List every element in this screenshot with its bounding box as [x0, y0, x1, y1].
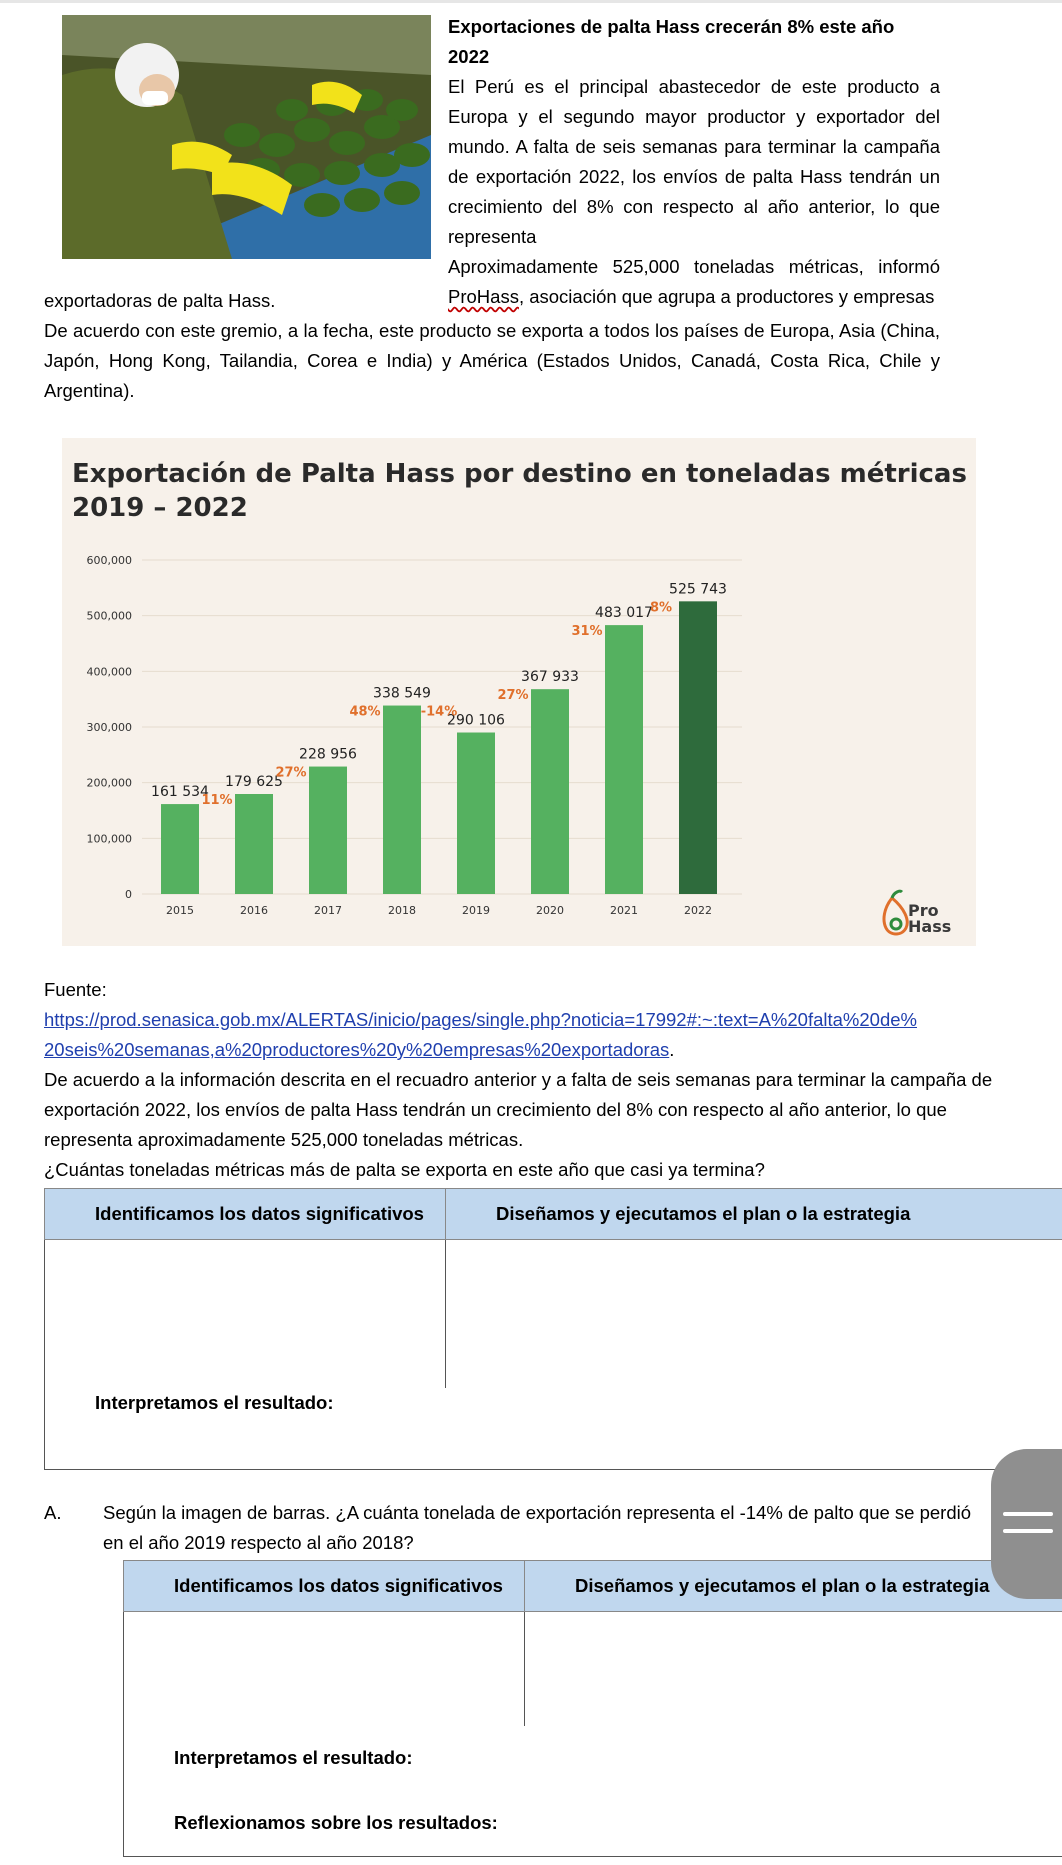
chart-x-axis: 2015 2016 2017 2018 2019 2020 2021 2022	[166, 904, 712, 917]
table2-result-row[interactable]: Interpretamos el resultado:	[123, 1726, 1062, 1790]
bar-value-label: 483 017	[595, 605, 653, 621]
source-url-line-1: https://prod.senasica.gob.mx/ALERTAS/ini…	[44, 1005, 1004, 1035]
bar-value-label: 228 956	[299, 747, 357, 763]
article-approx-line: Aproximadamente 525,000 toneladas métric…	[448, 252, 940, 312]
bar-value-label: 290 106	[447, 713, 505, 729]
table1-result-label: Interpretamos el resultado:	[95, 1392, 334, 1413]
side-drawer-handle[interactable]	[991, 1449, 1062, 1599]
growth-label: -14%	[421, 705, 458, 720]
source-link-2[interactable]: 20seis%20semanas,a%20productores%20y%20e…	[44, 1039, 670, 1060]
bar-2015	[161, 804, 199, 894]
y-tick-label: 400,000	[87, 665, 133, 678]
table2-data-cell[interactable]	[123, 1611, 525, 1726]
approx-text-end: , asociación que agrupa a productores y …	[518, 286, 935, 307]
question-a-letter: A.	[44, 1502, 62, 1523]
bar-value-label: 338 549	[373, 686, 431, 702]
table1-result-space[interactable]	[44, 1437, 1062, 1470]
source-label: Fuente:	[44, 979, 107, 1000]
table1-plan-cell[interactable]	[446, 1240, 1062, 1389]
chart-svg: Exportación de Palta Hass por destino en…	[72, 459, 967, 936]
handle-bar-bottom	[1003, 1529, 1053, 1533]
bar-2019	[457, 732, 495, 894]
x-tick-label: 2017	[314, 904, 342, 917]
table1-header-col1-label: Identificamos los datos significativos	[95, 1203, 424, 1224]
source-section: Fuente: https://prod.senasica.gob.mx/ALE…	[44, 975, 1004, 1185]
growth-label: 27%	[497, 688, 528, 703]
y-tick-label: 100,000	[87, 832, 133, 845]
avocado-photo	[62, 15, 431, 259]
article-header: Exportaciones de palta Hass crecerán 8% …	[448, 12, 940, 312]
prohass-logo-hass: Hass	[908, 917, 951, 936]
article-intro: El Perú es el principal abastecedor de e…	[448, 76, 940, 247]
y-tick-label: 600,000	[87, 554, 133, 567]
approx-text-start: Aproximadamente 525,000 toneladas métric…	[448, 256, 940, 277]
growth-label: 27%	[275, 766, 306, 781]
bar-2018	[383, 705, 421, 894]
x-tick-label: 2021	[610, 904, 638, 917]
question-a-text: Según la imagen de barras. ¿A cuánta ton…	[103, 1502, 972, 1553]
x-tick-label: 2019	[462, 904, 490, 917]
table2-reflect-row[interactable]: Reflexionamos sobre los resultados:	[123, 1790, 1062, 1857]
table2-header-col2-label: Diseñamos y ejecutamos el plan o la estr…	[575, 1575, 990, 1596]
export-bar-chart: Exportación de Palta Hass por destino en…	[62, 438, 976, 946]
x-tick-label: 2016	[240, 904, 268, 917]
table2-header-col1: Identificamos los datos significativos	[123, 1560, 525, 1612]
article-continuation-line: exportadoras de palta Hass.	[44, 290, 276, 311]
table2-reflect-label: Reflexionamos sobre los resultados:	[174, 1812, 498, 1833]
growth-label: 48%	[349, 705, 380, 720]
source-url-suffix: .	[669, 1039, 675, 1060]
growth-label: 31%	[571, 624, 602, 639]
table2-header-col2: Diseñamos y ejecutamos el plan o la estr…	[524, 1560, 1062, 1612]
table1-header-col2-label: Diseñamos y ejecutamos el plan o la estr…	[496, 1203, 911, 1224]
x-tick-label: 2022	[684, 904, 712, 917]
chart-title: Exportación de Palta Hass por destino en…	[72, 459, 967, 489]
growth-label: 8%	[650, 600, 672, 615]
table1-header-col2: Diseñamos y ejecutamos el plan o la estr…	[445, 1188, 1062, 1240]
source-link-1[interactable]: https://prod.senasica.gob.mx/ALERTAS/ini…	[44, 1009, 917, 1030]
y-tick-label: 0	[125, 888, 132, 901]
x-tick-label: 2015	[166, 904, 194, 917]
growth-label: 11%	[201, 793, 232, 808]
article-title: Exportaciones de palta Hass crecerán 8% …	[448, 16, 895, 67]
bar-2021	[605, 625, 643, 894]
worksheet-table-1: Identificamos los datos significativos D…	[44, 1188, 1062, 1470]
prohass-word: ProHass	[448, 286, 519, 307]
y-tick-label: 200,000	[87, 777, 133, 790]
handle-bar-top	[1003, 1512, 1053, 1516]
prohass-logo-pro: Pro	[908, 901, 939, 920]
table1-header-col1: Identificamos los datos significativos	[44, 1188, 446, 1240]
chart-y-axis: 0 100,000 200,000 300,000 400,000 500,000 600,…	[87, 554, 133, 901]
article-paragraph-2: De acuerdo con este gremio, a la fecha, …	[44, 320, 940, 401]
table1-result-row[interactable]: Interpretamos el resultado:	[44, 1388, 1062, 1437]
bar-2022	[679, 601, 717, 894]
source-url-line-2: 20seis%20semanas,a%20productores%20y%20e…	[44, 1035, 1004, 1065]
chart-subtitle: 2019 – 2022	[72, 493, 248, 523]
article-continuation: exportadoras de palta Hass. De acuerdo c…	[44, 286, 940, 406]
worksheet-table-2: Identificamos los datos significativos D…	[123, 1560, 1062, 1857]
bar-2016	[235, 794, 273, 894]
y-tick-label: 300,000	[87, 721, 133, 734]
bar-value-label: 525 743	[669, 581, 727, 597]
table1-data-cell[interactable]	[44, 1239, 446, 1388]
y-tick-label: 500,000	[87, 610, 133, 623]
source-paragraph: De acuerdo a la información descrita en …	[44, 1069, 993, 1150]
bar-value-label: 161 534	[151, 784, 209, 800]
x-tick-label: 2020	[536, 904, 564, 917]
bar-value-label: 179 625	[225, 774, 283, 790]
table2-result-label: Interpretamos el resultado:	[174, 1747, 413, 1768]
table2-plan-cell[interactable]	[525, 1612, 1062, 1727]
x-tick-label: 2018	[388, 904, 416, 917]
question-a: A. Según la imagen de barras. ¿A cuánta …	[44, 1498, 974, 1558]
chart-bars: 161 534 179 625 228 956 338 549 290 106 367 9…	[151, 581, 727, 894]
bar-2017	[309, 766, 347, 894]
prohass-logo: Pro Hass	[882, 889, 951, 936]
table2-header-col1-label: Identificamos los datos significativos	[174, 1575, 503, 1596]
page-top-border	[0, 0, 1062, 3]
source-question: ¿Cuántas toneladas métricas más de palta…	[44, 1159, 765, 1180]
bar-value-label: 367 933	[521, 669, 579, 685]
bar-2020	[531, 689, 569, 894]
